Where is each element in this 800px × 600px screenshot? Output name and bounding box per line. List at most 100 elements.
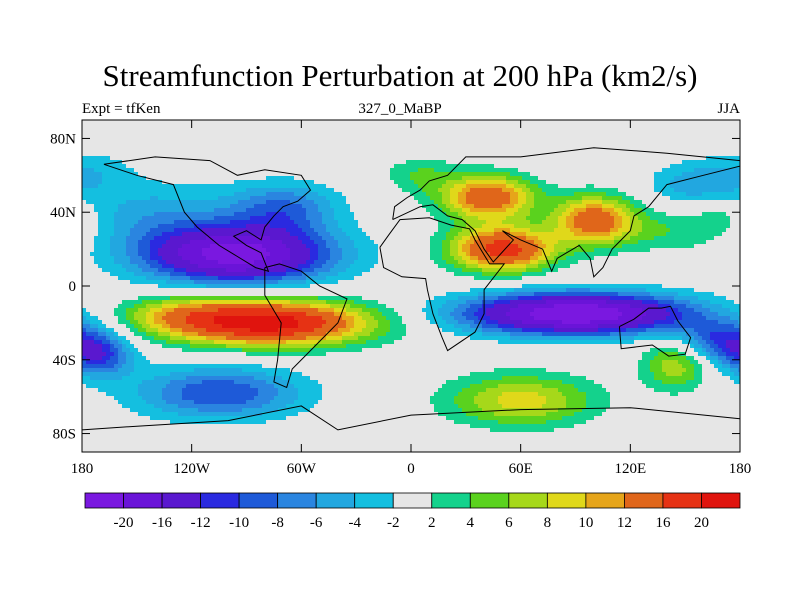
field-cell <box>238 364 243 369</box>
field-cell <box>262 280 267 285</box>
field-cell <box>182 160 187 165</box>
field-cell <box>226 256 231 261</box>
field-cell <box>306 292 311 297</box>
field-cell <box>258 260 263 265</box>
field-cell <box>150 352 155 357</box>
field-cell <box>102 300 107 305</box>
field-cell <box>182 212 187 217</box>
field-cell <box>286 160 291 165</box>
field-cell <box>242 212 247 217</box>
field-cell <box>142 264 147 269</box>
field-cell <box>194 152 199 157</box>
field-cell <box>206 156 211 161</box>
field-cell <box>290 176 295 181</box>
field-cell <box>262 368 267 373</box>
field-cell <box>218 220 223 225</box>
field-cell <box>226 400 231 405</box>
field-cell <box>86 268 91 273</box>
field-cell <box>230 324 235 329</box>
field-cell <box>258 416 263 421</box>
field-cell <box>218 344 223 349</box>
field-cell <box>230 392 235 397</box>
field-cell <box>214 400 219 405</box>
field-cell <box>150 428 155 433</box>
field-cell <box>146 288 151 293</box>
field-cell <box>266 340 271 345</box>
field-cell <box>246 200 251 205</box>
field-cell <box>202 228 207 233</box>
field-cell <box>238 300 243 305</box>
field-cell <box>126 284 131 289</box>
field-cell <box>210 300 215 305</box>
field-cell <box>274 396 279 401</box>
field-cell <box>186 340 191 345</box>
field-cell <box>286 368 291 373</box>
field-cell <box>294 432 299 437</box>
field-cell <box>122 200 127 205</box>
field-cell <box>86 280 91 285</box>
field-cell <box>82 268 87 273</box>
field-cell <box>186 228 191 233</box>
field-cell <box>198 172 203 177</box>
field-cell <box>190 380 195 385</box>
field-cell <box>98 208 103 213</box>
field-cell <box>242 272 247 277</box>
field-cell <box>202 252 207 257</box>
field-cell <box>238 376 243 381</box>
field-cell <box>90 168 95 173</box>
field-cell <box>98 256 103 261</box>
field-cell <box>318 440 323 445</box>
field-cell <box>318 264 323 269</box>
field-cell <box>194 404 199 409</box>
field-cell <box>282 400 287 405</box>
field-cell <box>238 408 243 413</box>
field-cell <box>102 444 107 449</box>
field-cell <box>134 436 139 441</box>
field-cell <box>206 260 211 265</box>
field-cell <box>158 384 163 389</box>
field-cell <box>278 152 283 157</box>
field-cell <box>106 260 111 265</box>
field-cell <box>90 312 95 317</box>
field-cell <box>238 448 243 452</box>
field-cell <box>310 356 315 361</box>
field-cell <box>226 308 231 313</box>
field-cell <box>298 304 303 309</box>
field-cell <box>238 324 243 329</box>
field-cell <box>118 136 123 141</box>
field-cell <box>198 340 203 345</box>
field-cell <box>122 436 127 441</box>
field-cell <box>98 384 103 389</box>
field-cell <box>146 136 151 141</box>
field-cell <box>286 324 291 329</box>
field-cell <box>254 160 259 165</box>
field-cell <box>94 244 99 249</box>
field-cell <box>254 336 259 341</box>
field-cell <box>174 132 179 137</box>
field-cell <box>286 168 291 173</box>
field-cell <box>174 372 179 377</box>
field-cell <box>270 220 275 225</box>
field-cell <box>106 332 111 337</box>
field-cell <box>258 228 263 233</box>
field-cell <box>126 288 131 293</box>
field-cell <box>138 320 143 325</box>
field-cell <box>130 448 135 452</box>
field-cell <box>222 272 227 277</box>
field-cell <box>102 368 107 373</box>
field-cell <box>310 144 315 149</box>
field-cell <box>274 344 279 349</box>
field-cell <box>310 296 315 301</box>
field-cell <box>102 172 107 177</box>
field-cell <box>182 228 187 233</box>
field-cell <box>182 200 187 205</box>
field-cell <box>186 288 191 293</box>
field-cell <box>166 376 171 381</box>
field-cell <box>98 424 103 429</box>
field-cell <box>270 364 275 369</box>
field-cell <box>226 188 231 193</box>
field-cell <box>298 324 303 329</box>
field-cell <box>146 408 151 413</box>
field-cell <box>282 308 287 313</box>
field-cell <box>106 328 111 333</box>
